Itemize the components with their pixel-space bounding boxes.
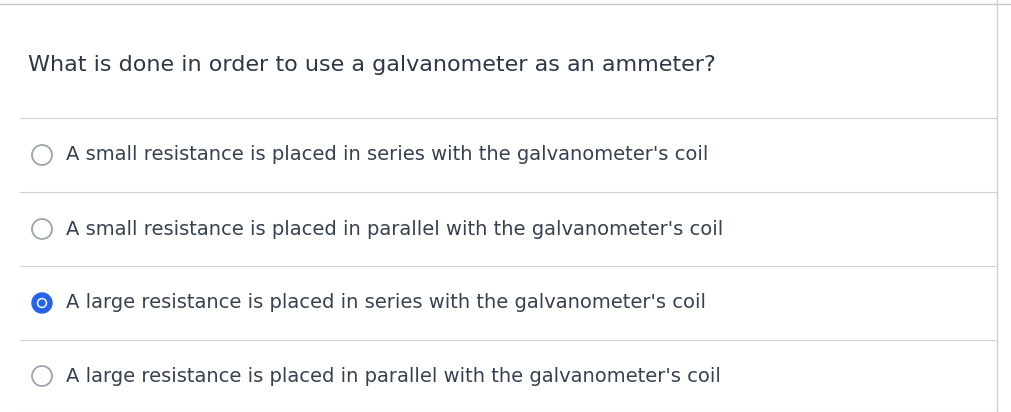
Circle shape (32, 366, 52, 386)
Circle shape (32, 219, 52, 239)
Text: What is done in order to use a galvanometer as an ammeter?: What is done in order to use a galvanome… (28, 55, 715, 75)
Text: A small resistance is placed in parallel with the galvanometer's coil: A small resistance is placed in parallel… (66, 220, 723, 239)
Circle shape (32, 293, 52, 313)
Text: A large resistance is placed in series with the galvanometer's coil: A large resistance is placed in series w… (66, 293, 706, 312)
Text: A small resistance is placed in series with the galvanometer's coil: A small resistance is placed in series w… (66, 145, 708, 164)
Circle shape (39, 300, 44, 306)
Text: A large resistance is placed in parallel with the galvanometer's coil: A large resistance is placed in parallel… (66, 367, 720, 386)
Circle shape (37, 299, 47, 307)
Circle shape (32, 145, 52, 165)
